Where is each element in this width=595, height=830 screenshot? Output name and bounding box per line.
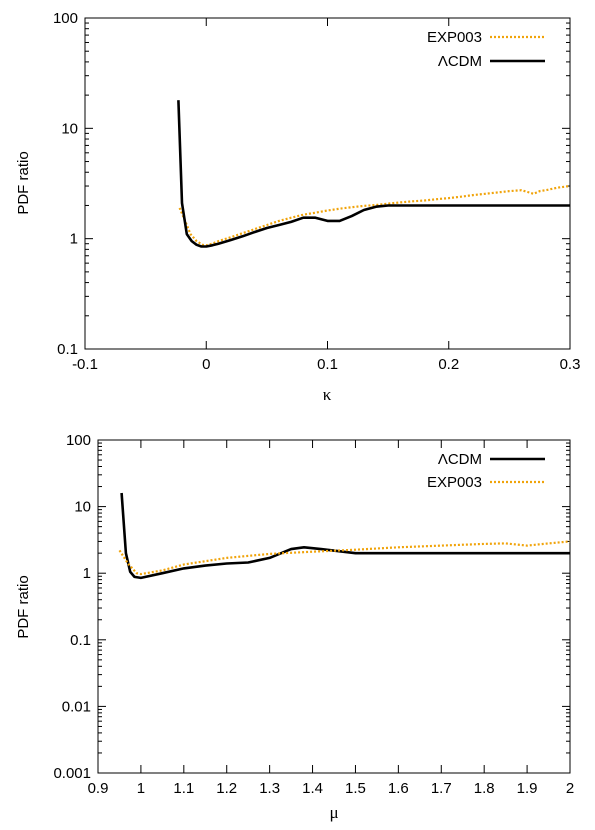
legend: ΛCDM EXP003 <box>427 451 545 491</box>
x-tick-label: 1.2 <box>216 780 237 797</box>
x-tick-labels: 0.9 1 1.1 1.2 1.3 1.4 1.5 1.6 1.7 1.8 1.9 2 <box>88 780 575 797</box>
y-tick-labels: 0.001 0.01 0.1 1 10 100 <box>53 432 91 782</box>
x-tick-label: -0.1 <box>72 356 98 373</box>
y-tick-label: 0.1 <box>57 341 78 358</box>
x-tick-label: 1.5 <box>345 780 366 797</box>
legend: EXP003 ΛCDM <box>427 29 545 70</box>
x-tick-label: 1.9 <box>517 780 538 797</box>
x-axis-title: κ <box>323 385 332 404</box>
axis-ticks <box>97 439 571 774</box>
legend-label-lcdm: ΛCDM <box>438 53 482 70</box>
x-tick-label: 2 <box>566 780 574 797</box>
y-tick-labels: 0.1 1 10 100 <box>53 10 78 358</box>
legend-label-exp003: EXP003 <box>427 29 482 46</box>
series-line-lcdm <box>120 492 570 580</box>
series-lines <box>177 100 571 248</box>
x-tick-label: 0.3 <box>560 356 581 373</box>
kappa-chart: 0.1 1 10 100 -0.1 0 0.1 0.2 0.3 PDF ratio κ EXP… <box>15 10 580 404</box>
y-tick-label: 1 <box>70 231 78 248</box>
legend-label-exp003: EXP003 <box>427 474 482 491</box>
y-tick-label: 100 <box>66 432 91 449</box>
y-axis-title: PDF ratio <box>15 575 32 638</box>
y-axis-title: PDF ratio <box>15 151 32 214</box>
x-tick-label: 0.1 <box>317 356 338 373</box>
x-tick-label: 1.3 <box>259 780 280 797</box>
legend-label-lcdm: ΛCDM <box>438 451 482 468</box>
x-axis-title: μ <box>329 803 338 822</box>
series-line-lcdm <box>177 100 570 248</box>
x-tick-label: 0 <box>202 356 210 373</box>
x-tick-labels: -0.1 0 0.1 0.2 0.3 <box>72 356 580 373</box>
x-tick-label: 0.9 <box>88 780 109 797</box>
x-tick-label: 1.7 <box>431 780 452 797</box>
y-tick-label: 10 <box>74 499 91 516</box>
x-tick-label: 1.4 <box>302 780 323 797</box>
x-tick-label: 0.2 <box>438 356 459 373</box>
x-tick-label: 1.1 <box>173 780 194 797</box>
x-tick-label: 1 <box>137 780 145 797</box>
mu-chart: 0.001 0.01 0.1 1 10 100 0.9 1 1.1 1.2 1.3 1.4 1.5 1.… <box>15 432 574 822</box>
y-tick-label: 0.1 <box>70 632 91 649</box>
axis-ticks <box>84 17 571 350</box>
series-line-exp003 <box>178 184 571 247</box>
plot-frame <box>84 17 571 350</box>
plot-frame <box>97 439 571 774</box>
y-tick-label: 100 <box>53 10 78 27</box>
series-lines <box>118 492 571 580</box>
x-tick-label: 1.8 <box>474 780 495 797</box>
y-tick-label: 0.001 <box>53 765 91 782</box>
x-tick-label: 1.6 <box>388 780 409 797</box>
y-tick-label: 10 <box>61 120 78 137</box>
y-tick-label: 0.01 <box>62 698 91 715</box>
y-tick-label: 1 <box>83 565 91 582</box>
